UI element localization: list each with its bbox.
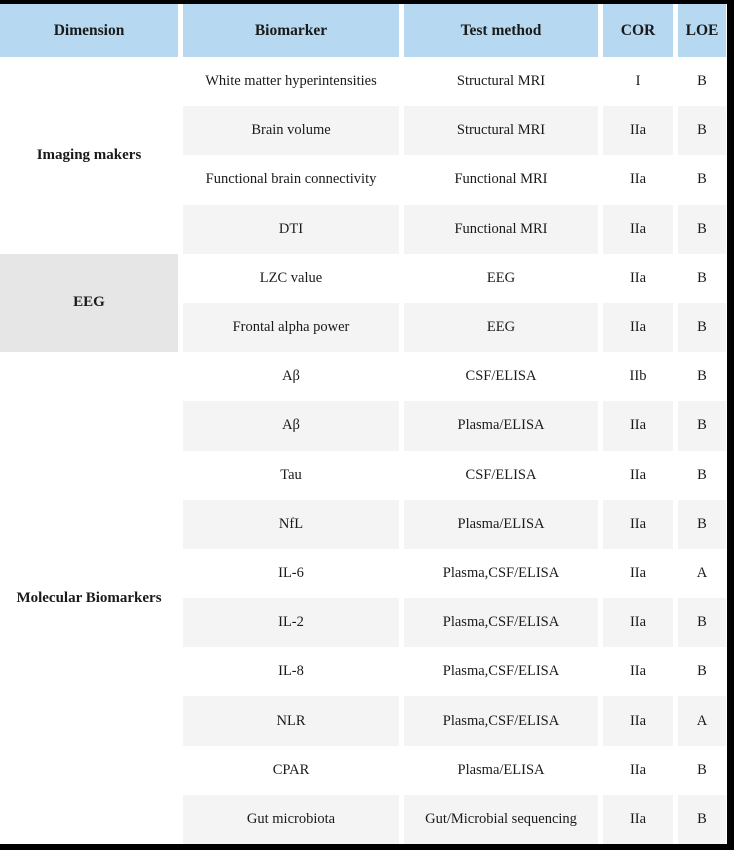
test-method-cell: CSF/ELISA: [404, 352, 598, 402]
cor-cell: IIa: [603, 499, 673, 549]
table-row: IL-6 Plasma,CSF/ELISA IIa A: [183, 548, 727, 599]
biomarker-cell: Frontal alpha power: [183, 302, 399, 353]
cor-cell: IIa: [603, 253, 673, 303]
dimension-cell-molecular-biomarkers: Molecular Biomarkers: [0, 352, 178, 844]
loe-cell: B: [678, 204, 726, 254]
table-row: Gut microbiota Gut/Microbial sequencing …: [183, 794, 727, 844]
test-method-cell: Plasma,CSF/ELISA: [404, 696, 598, 746]
loe-cell: A: [678, 548, 726, 599]
column-header-cor: COR: [603, 4, 673, 57]
table-row: DTI Functional MRI IIa B: [183, 204, 727, 254]
test-method-cell: Plasma,CSF/ELISA: [404, 598, 598, 648]
table-header-row: Dimension Biomarker Test method COR LOE: [0, 4, 727, 57]
table-row: LZC value EEG IIa B: [183, 253, 727, 303]
biomarker-cell: CPAR: [183, 745, 399, 795]
table-row: CPAR Plasma/ELISA IIa B: [183, 745, 727, 795]
column-header-dimension: Dimension: [0, 4, 178, 57]
cor-cell: IIa: [603, 647, 673, 697]
loe-cell: B: [678, 647, 726, 697]
loe-cell: B: [678, 745, 726, 795]
test-method-cell: EEG: [404, 253, 598, 303]
dimension-column: Imaging makers EEG Molecular Biomarkers: [0, 57, 178, 844]
table-row: Aβ CSF/ELISA IIb B: [183, 352, 727, 402]
test-method-cell: Plasma/ELISA: [404, 401, 598, 451]
cor-cell: IIa: [603, 794, 673, 844]
table-row: NfL Plasma/ELISA IIa B: [183, 499, 727, 549]
data-rows: White matter hyperintensities Structural…: [183, 57, 727, 844]
test-method-cell: Structural MRI: [404, 106, 598, 156]
cor-cell: IIa: [603, 302, 673, 353]
table-row: Aβ Plasma/ELISA IIa B: [183, 401, 727, 451]
loe-cell: B: [678, 598, 726, 648]
test-method-cell: CSF/ELISA: [404, 450, 598, 500]
cor-cell: I: [603, 57, 673, 107]
loe-cell: B: [678, 794, 726, 844]
table-row: Functional brain connectivity Functional…: [183, 155, 727, 205]
biomarker-cell: Aβ: [183, 352, 399, 402]
loe-cell: B: [678, 253, 726, 303]
cor-cell: IIa: [603, 401, 673, 451]
cor-cell: IIa: [603, 696, 673, 746]
test-method-cell: Structural MRI: [404, 57, 598, 107]
loe-cell: B: [678, 499, 726, 549]
column-header-test-method: Test method: [404, 4, 598, 57]
biomarker-cell: DTI: [183, 204, 399, 254]
biomarker-cell: White matter hyperintensities: [183, 57, 399, 107]
loe-cell: B: [678, 302, 726, 353]
test-method-cell: Plasma/ELISA: [404, 499, 598, 549]
test-method-cell: Functional MRI: [404, 204, 598, 254]
biomarker-cell: Tau: [183, 450, 399, 500]
dimension-cell-eeg: EEG: [0, 253, 178, 353]
biomarker-cell: LZC value: [183, 253, 399, 303]
biomarker-cell: IL-6: [183, 548, 399, 599]
cor-cell: IIa: [603, 204, 673, 254]
cor-cell: IIa: [603, 155, 673, 205]
test-method-cell: EEG: [404, 302, 598, 353]
cor-cell: IIa: [603, 106, 673, 156]
loe-cell: A: [678, 696, 726, 746]
test-method-cell: Plasma,CSF/ELISA: [404, 548, 598, 599]
table-row: IL-2 Plasma,CSF/ELISA IIa B: [183, 598, 727, 648]
test-method-cell: Plasma,CSF/ELISA: [404, 647, 598, 697]
biomarker-cell: NfL: [183, 499, 399, 549]
table-row: White matter hyperintensities Structural…: [183, 57, 727, 107]
column-header-biomarker: Biomarker: [183, 4, 399, 57]
table-row: NLR Plasma,CSF/ELISA IIa A: [183, 696, 727, 746]
biomarker-cell: Brain volume: [183, 106, 399, 156]
cor-cell: IIa: [603, 450, 673, 500]
table-row: Frontal alpha power EEG IIa B: [183, 302, 727, 353]
biomarker-cell: Functional brain connectivity: [183, 155, 399, 205]
table-row: IL-8 Plasma,CSF/ELISA IIa B: [183, 647, 727, 697]
cor-cell: IIa: [603, 598, 673, 648]
biomarker-cell: Gut microbiota: [183, 794, 399, 844]
test-method-cell: Plasma/ELISA: [404, 745, 598, 795]
dimension-cell-imaging-makers: Imaging makers: [0, 57, 178, 254]
biomarker-cell: IL-8: [183, 647, 399, 697]
cor-cell: IIa: [603, 548, 673, 599]
biomarker-cell: Aβ: [183, 401, 399, 451]
biomarker-cell: NLR: [183, 696, 399, 746]
table-body: Imaging makers EEG Molecular Biomarkers …: [0, 57, 727, 844]
column-header-loe: LOE: [678, 4, 726, 57]
table-row: Brain volume Structural MRI IIa B: [183, 106, 727, 156]
loe-cell: B: [678, 450, 726, 500]
loe-cell: B: [678, 155, 726, 205]
biomarker-cell: IL-2: [183, 598, 399, 648]
loe-cell: B: [678, 401, 726, 451]
test-method-cell: Functional MRI: [404, 155, 598, 205]
table-row: Tau CSF/ELISA IIa B: [183, 450, 727, 500]
loe-cell: B: [678, 352, 726, 402]
test-method-cell: Gut/Microbial sequencing: [404, 794, 598, 844]
loe-cell: B: [678, 106, 726, 156]
cor-cell: IIa: [603, 745, 673, 795]
cor-cell: IIb: [603, 352, 673, 402]
loe-cell: B: [678, 57, 726, 107]
